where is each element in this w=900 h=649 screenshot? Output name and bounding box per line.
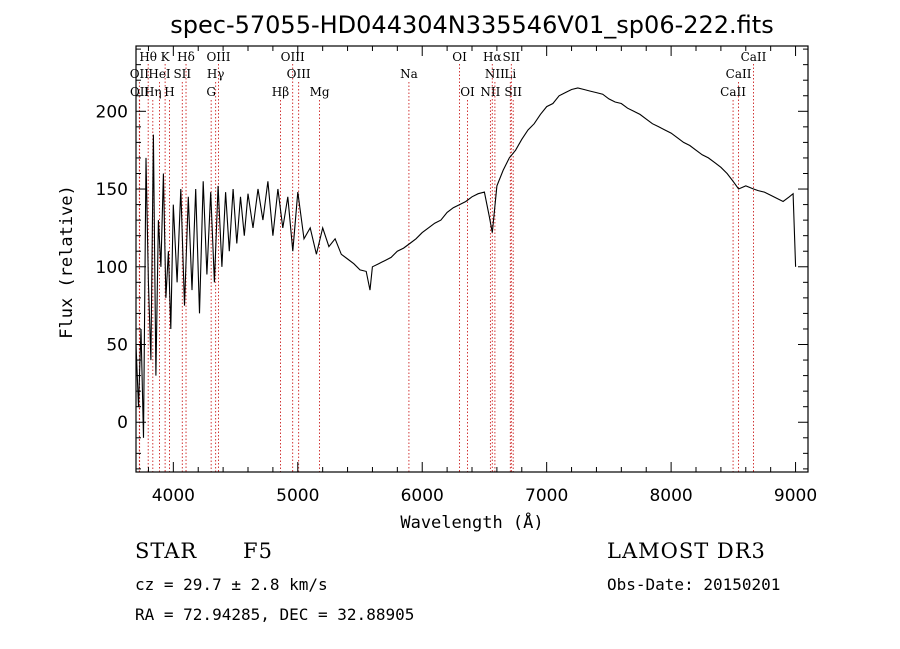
- x-tick-label: 4000: [152, 486, 195, 506]
- line-marker-label: OII: [130, 67, 150, 81]
- x-tick-label: 6000: [401, 486, 444, 506]
- line-marker-label: H: [164, 85, 174, 99]
- line-markers: [138, 64, 754, 472]
- line-marker-label: K: [161, 50, 171, 64]
- y-tick-label: 0: [117, 413, 128, 433]
- x-axis-ticks: 4000 5000 6000 7000 8000 9000: [147, 46, 817, 506]
- line-marker-label: OI: [460, 85, 475, 99]
- line-marker-label: OIII: [281, 50, 305, 64]
- y-axis-ticks: 0 50 100 150 200: [96, 48, 808, 470]
- line-marker-label: SII: [502, 50, 520, 64]
- y-tick-label: 200: [96, 102, 128, 122]
- x-axis-label: Wavelength (Å): [400, 511, 543, 533]
- x-tick-label: 8000: [649, 486, 692, 506]
- line-marker-label: Hγ: [207, 67, 225, 81]
- line-marker-label: CaII: [741, 50, 767, 64]
- y-tick-label: 50: [106, 336, 128, 356]
- survey-name: LAMOST DR3: [607, 539, 766, 563]
- line-marker-label: Hδ: [177, 50, 195, 64]
- line-marker-label: Li: [504, 67, 516, 81]
- line-marker-label: CaII: [726, 67, 752, 81]
- line-marker-label: Na: [400, 67, 418, 81]
- line-marker-label: OI: [452, 50, 467, 64]
- line-marker-label: SII: [173, 67, 191, 81]
- redshift-value: cz = 29.7 ± 2.8 km/s: [135, 575, 328, 594]
- coordinates: RA = 72.94285, DEC = 32.88905: [135, 605, 415, 624]
- line-marker-label: SII: [504, 85, 522, 99]
- plot-frame: [135, 45, 809, 473]
- line-marker-label: OIII: [206, 50, 230, 64]
- line-marker-label: Mg: [310, 85, 330, 99]
- line-marker-label: Hη: [144, 85, 162, 99]
- line-marker-label: OII: [130, 85, 150, 99]
- line-marker-label: OIII: [287, 67, 311, 81]
- line-marker-label: CaII: [720, 85, 746, 99]
- y-axis-label: Flux (relative): [57, 185, 77, 339]
- object-subclass: F5: [243, 539, 273, 563]
- y-tick-label: 150: [96, 180, 128, 200]
- line-marker-label: NII: [485, 67, 505, 81]
- line-marker-label: NII: [480, 85, 500, 99]
- chart-title: spec-57055-HD044304N335546V01_sp06-222.f…: [170, 11, 773, 39]
- x-tick-label: 9000: [774, 486, 817, 506]
- spectrum-line: [135, 87, 797, 438]
- line-marker-label: G: [206, 85, 216, 99]
- line-marker-label: Hα: [483, 50, 502, 64]
- object-class: STAR: [135, 539, 198, 563]
- y-tick-label: 100: [96, 258, 128, 278]
- x-tick-label: 5000: [276, 486, 319, 506]
- x-tick-label: 7000: [525, 486, 568, 506]
- line-marker-label: HeI: [148, 67, 171, 81]
- line-marker-label: Hβ: [272, 85, 289, 99]
- observation-date: Obs-Date: 20150201: [607, 575, 781, 594]
- line-marker-label: Hθ: [139, 50, 157, 64]
